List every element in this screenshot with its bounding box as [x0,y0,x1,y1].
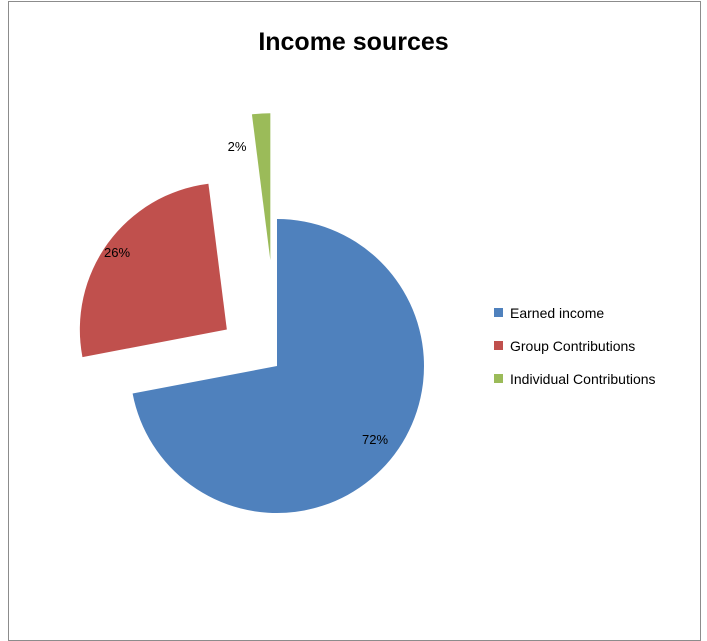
data-label-earned-income: 72% [362,432,388,447]
pie-slice-individual-contributions [251,113,271,261]
legend-item-individual-contributions: Individual Contributions [494,368,656,389]
legend-label: Group Contributions [510,337,636,354]
legend-item-group-contributions: Group Contributions [494,335,656,356]
chart-legend: Earned income Group Contributions Individu… [494,302,656,401]
legend-label: Earned income [510,304,605,321]
pie-slice-earned-income [132,219,425,514]
legend-swatch [494,374,503,383]
data-label-individual-contributions: 2% [228,139,247,154]
legend-swatch [494,308,503,317]
data-label-group-contributions: 26% [104,245,130,260]
chart-title: Income sources [258,28,449,56]
pie-slice-group-contributions [79,183,227,358]
legend-label: Individual Contributions [510,370,656,387]
legend-swatch [494,341,503,350]
legend-item-earned-income: Earned income [494,302,656,323]
pie-chart-plot: 72% 26% 2% [79,113,425,514]
